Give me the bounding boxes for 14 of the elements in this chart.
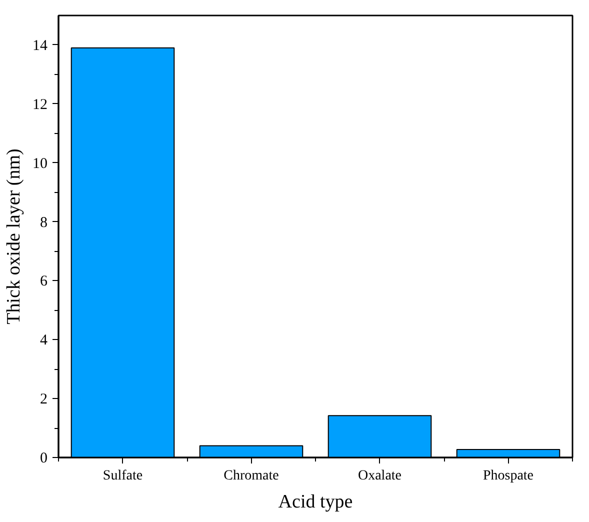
x-tick-label: Oxalate <box>358 468 402 484</box>
y-tick-label: 12 <box>32 96 48 113</box>
x-tick-label: Chromate <box>224 468 279 484</box>
y-tick-label: 0 <box>40 450 48 466</box>
y-tick-label: 14 <box>32 38 48 54</box>
x-tick-label: Sulfate <box>102 468 143 484</box>
x-tick-label: Phospate <box>482 468 534 484</box>
y-tick-label: 4 <box>40 332 48 349</box>
y-tick-label: 6 <box>40 274 48 290</box>
y-tick-label: 2 <box>40 392 48 408</box>
y-tick-label: 8 <box>40 214 48 231</box>
y-axis-title: Thick oxide layer (nm) <box>4 148 24 324</box>
y-tick-label: 10 <box>32 156 48 172</box>
x-axis-title: Acid type <box>278 492 353 512</box>
